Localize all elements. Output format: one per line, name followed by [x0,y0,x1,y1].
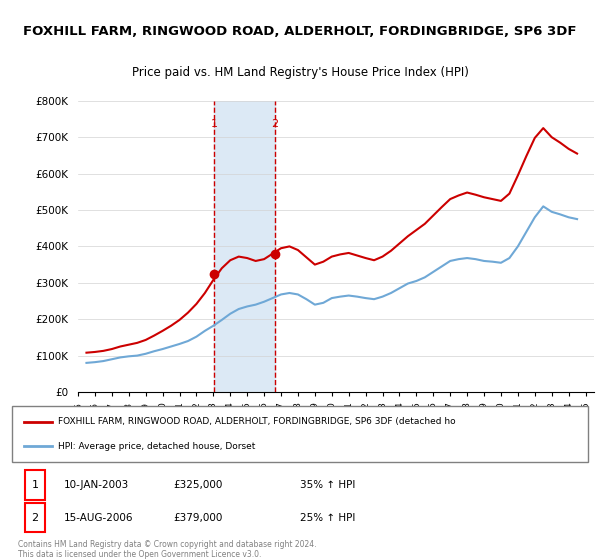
Text: 25% ↑ HPI: 25% ↑ HPI [300,512,355,522]
Text: Contains HM Land Registry data © Crown copyright and database right 2024.
This d: Contains HM Land Registry data © Crown c… [18,540,316,559]
Text: Price paid vs. HM Land Registry's House Price Index (HPI): Price paid vs. HM Land Registry's House … [131,66,469,78]
Text: 1: 1 [211,119,218,129]
Text: 2: 2 [271,119,278,129]
FancyBboxPatch shape [25,470,46,500]
Text: FOXHILL FARM, RINGWOOD ROAD, ALDERHOLT, FORDINGBRIDGE, SP6 3DF (detached ho: FOXHILL FARM, RINGWOOD ROAD, ALDERHOLT, … [58,417,456,426]
Text: £379,000: £379,000 [173,512,223,522]
Text: £325,000: £325,000 [173,480,223,490]
Text: 10-JAN-2003: 10-JAN-2003 [64,480,129,490]
FancyBboxPatch shape [12,406,588,462]
Text: 15-AUG-2006: 15-AUG-2006 [64,512,133,522]
Text: 35% ↑ HPI: 35% ↑ HPI [300,480,355,490]
FancyBboxPatch shape [25,503,46,532]
Text: FOXHILL FARM, RINGWOOD ROAD, ALDERHOLT, FORDINGBRIDGE, SP6 3DF: FOXHILL FARM, RINGWOOD ROAD, ALDERHOLT, … [23,25,577,38]
Text: 1: 1 [32,480,38,490]
Text: HPI: Average price, detached house, Dorset: HPI: Average price, detached house, Dors… [58,442,256,451]
Bar [214,101,275,392]
Text: 2: 2 [31,512,38,522]
